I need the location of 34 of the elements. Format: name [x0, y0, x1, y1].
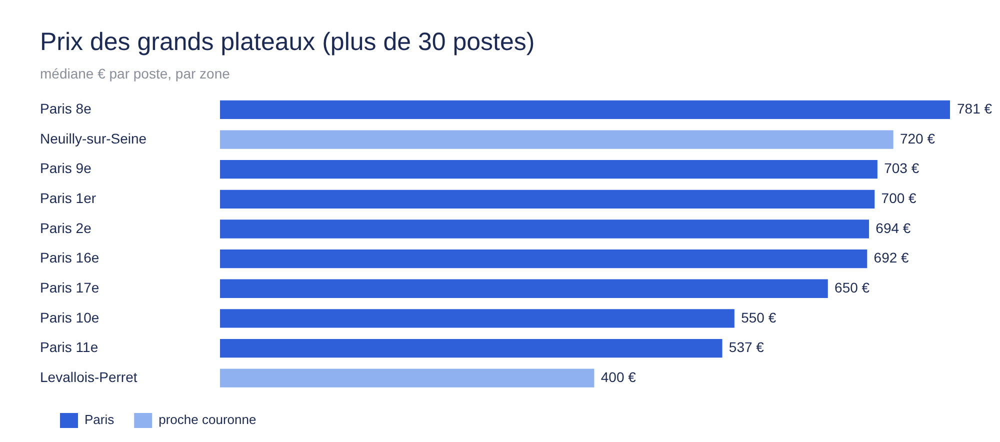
data-label: 694 €	[876, 220, 911, 236]
bar	[220, 309, 734, 328]
legend-label: proche couronne	[158, 412, 256, 428]
y-tick-label: Paris 16e	[40, 250, 100, 266]
y-tick-label: Neuilly-sur-Seine	[40, 130, 147, 146]
bar	[220, 190, 875, 208]
bar	[220, 100, 950, 120]
bar	[220, 279, 828, 298]
y-tick-label: Paris 9e	[40, 160, 92, 176]
bar	[220, 249, 868, 268]
bar	[220, 130, 894, 149]
y-tick-label: Paris 10e	[40, 309, 100, 326]
bar	[220, 160, 878, 179]
data-label: 703 €	[884, 160, 920, 176]
data-label: 692 €	[874, 250, 910, 266]
y-tick-label: Paris 1er	[40, 190, 96, 206]
chart-subtitle: médiane € par poste, par zone	[40, 65, 230, 82]
data-label: 720 €	[900, 130, 936, 146]
data-label: 650 €	[834, 279, 870, 296]
y-tick-label: Levallois-Perret	[40, 368, 138, 385]
data-label: 537 €	[728, 339, 764, 356]
legend-label: Paris	[84, 412, 115, 428]
bar	[220, 368, 594, 388]
data-label: 400 €	[600, 368, 636, 385]
chart-title: Prix des grands plateaux (plus de 30 postes)	[40, 28, 535, 56]
y-tick-label: Paris 2e	[40, 220, 92, 236]
data-label: 700 €	[881, 190, 917, 206]
bar	[220, 338, 722, 358]
y-tick-label: Paris 17e	[40, 279, 100, 296]
y-tick-label: Paris 11e	[40, 339, 98, 356]
bar	[220, 220, 870, 238]
data-label: 781 €	[957, 100, 992, 117]
data-label: 550 €	[741, 309, 776, 326]
y-tick-label: Paris 8e	[40, 100, 92, 117]
